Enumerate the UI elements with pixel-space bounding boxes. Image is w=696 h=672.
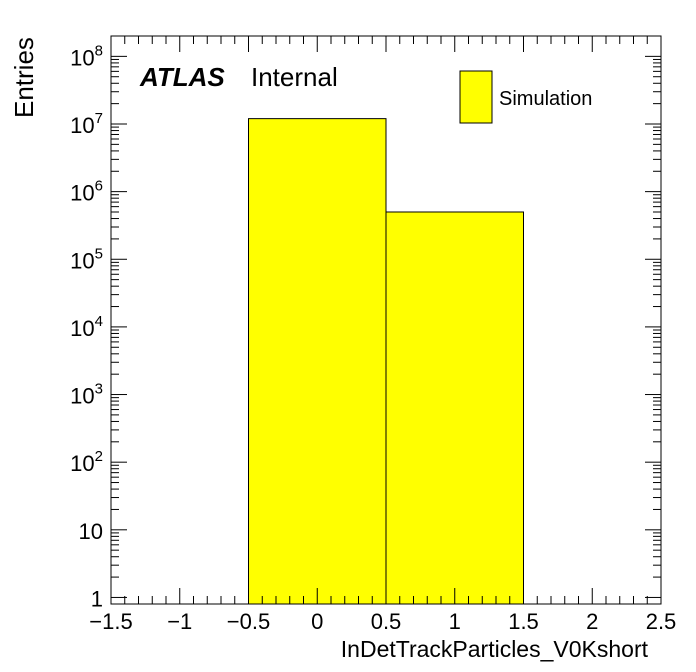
bins-layer	[248, 118, 524, 605]
y-tick-label: 103	[70, 381, 103, 409]
x-tick-label: −1	[167, 609, 192, 634]
x-tick-label: 2	[586, 609, 598, 634]
y-tick-label: 102	[70, 448, 103, 476]
atlas-status: Internal	[251, 62, 338, 92]
legend-label: Simulation	[499, 88, 592, 110]
y-tick-label: 107	[70, 110, 103, 138]
histogram-bin-2	[385, 211, 524, 605]
y-tick-label: 105	[70, 245, 103, 273]
y-axis-title: Entries	[9, 37, 39, 118]
x-tick-label: 1	[449, 609, 461, 634]
plot-frame	[110, 35, 662, 605]
x-tick-label: 0.5	[371, 609, 402, 634]
x-tick-label: 0	[311, 609, 323, 634]
legend-swatch	[459, 70, 493, 124]
x-tick-label: 2.5	[646, 609, 677, 634]
y-tick-label: 106	[70, 178, 103, 206]
y-tick-labels: 1 10 102 103 104 105 106 107 108	[70, 42, 103, 611]
y-tick-label: 10	[79, 519, 103, 544]
histogram-bin-1	[248, 118, 387, 605]
y-tick-label: 108	[70, 42, 103, 70]
x-axis-title: InDetTrackParticles_V0Kshort	[341, 636, 649, 662]
x-tick-labels: −1.5 −1 −0.5 0 0.5 1 1.5 2 2.5	[89, 609, 676, 634]
x-tick-label: 1.5	[508, 609, 539, 634]
x-tick-label: −0.5	[227, 609, 270, 634]
x-tick-label: −1.5	[89, 609, 132, 634]
atlas-label: ATLAS	[139, 62, 225, 92]
y-tick-label: 1	[91, 586, 103, 611]
y-tick-label: 104	[70, 313, 103, 341]
ticks-layer	[110, 35, 662, 604]
